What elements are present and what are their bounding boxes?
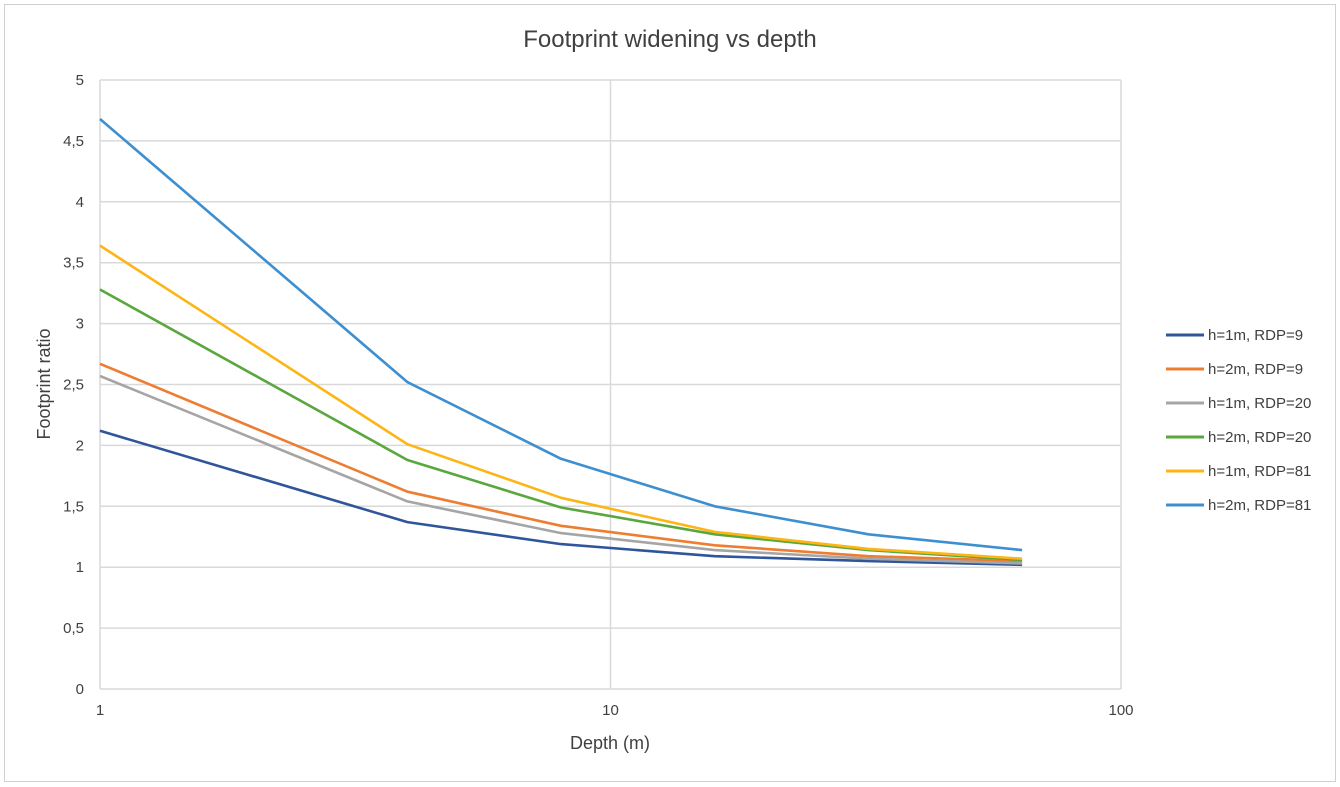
y-tick-label: 4,5 — [63, 133, 84, 150]
gridlines — [99, 79, 1122, 690]
x-tick-label: 100 — [1108, 702, 1133, 719]
legend-label: h=2m, RDP=81 — [1208, 497, 1311, 514]
series-line — [99, 118, 1023, 552]
x-axis-title: Depth (m) — [570, 733, 650, 753]
x-tick-label: 10 — [602, 702, 619, 719]
legend-item: h=2m, RDP=9 — [1166, 361, 1303, 378]
series-line — [99, 374, 1023, 565]
legend-label: h=1m, RDP=20 — [1208, 395, 1311, 412]
legend-label: h=1m, RDP=81 — [1208, 463, 1311, 480]
series-line — [99, 429, 1023, 567]
y-tick-label: 4 — [76, 194, 84, 211]
y-tick-label: 2 — [76, 437, 84, 454]
y-axis-title: Footprint ratio — [34, 328, 54, 439]
legend-item: h=1m, RDP=9 — [1166, 327, 1303, 344]
y-axis-ticks: 0 0,5 1 1,5 2 2,5 3 3,5 4 4,5 5 — [63, 72, 84, 698]
y-tick-label: 1 — [76, 559, 84, 576]
y-tick-label: 3,5 — [63, 255, 84, 272]
legend-item: h=2m, RDP=20 — [1166, 429, 1311, 446]
x-tick-label: 1 — [96, 702, 104, 719]
legend-label: h=2m, RDP=20 — [1208, 429, 1311, 446]
y-tick-label: 5 — [76, 72, 84, 89]
legend-label: h=1m, RDP=9 — [1208, 327, 1303, 344]
x-axis-ticks: 1 10 100 — [96, 702, 1134, 719]
series-line — [99, 288, 1023, 562]
y-tick-label: 0,5 — [63, 620, 84, 637]
legend-label: h=2m, RDP=9 — [1208, 361, 1303, 378]
y-tick-label: 3 — [76, 316, 84, 333]
legend-item: h=2m, RDP=81 — [1166, 497, 1311, 514]
y-tick-label: 1,5 — [63, 498, 84, 515]
legend-item: h=1m, RDP=81 — [1166, 463, 1311, 480]
series-line — [99, 244, 1023, 560]
chart-title: Footprint widening vs depth — [523, 26, 817, 53]
series-lines — [99, 118, 1023, 567]
legend: h=1m, RDP=9 h=2m, RDP=9 h=1m, RDP=20 h=2m, … — [1166, 327, 1311, 514]
legend-item: h=1m, RDP=20 — [1166, 395, 1311, 412]
chart-frame — [4, 4, 1336, 782]
y-tick-label: 0 — [76, 681, 84, 698]
y-tick-label: 2,5 — [63, 377, 84, 394]
series-line — [99, 362, 1023, 563]
